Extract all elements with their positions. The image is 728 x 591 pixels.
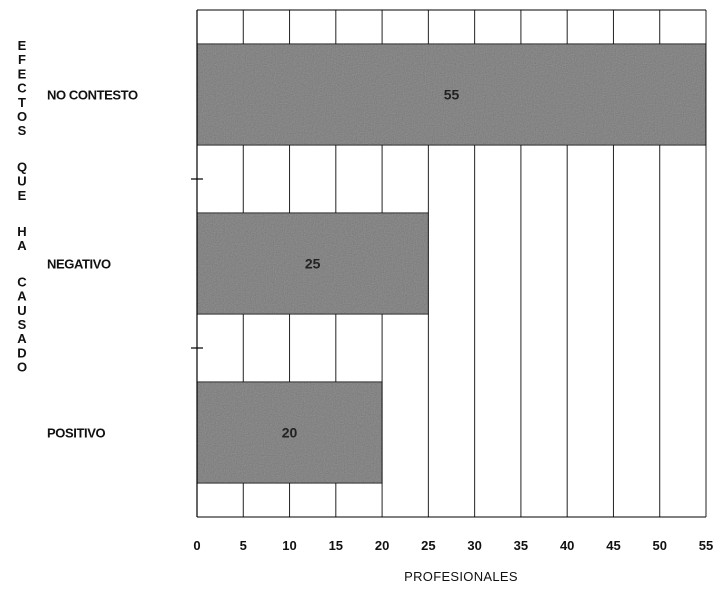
y-axis-label-letter: C xyxy=(17,81,27,96)
x-tick-label-55: 55 xyxy=(699,538,713,553)
x-tick-label-15: 15 xyxy=(329,538,343,553)
y-axis-label-letter: S xyxy=(18,317,27,332)
data-label: 25 xyxy=(305,256,321,272)
category-label-positivo: POSITIVO xyxy=(47,426,105,441)
category-label-no-contesto: NO CONTESTO xyxy=(47,88,138,103)
x-tick-label-10: 10 xyxy=(282,538,296,553)
x-tick-label-40: 40 xyxy=(560,538,574,553)
y-axis-label-letter: U xyxy=(17,174,26,189)
x-axis-label: PROFESIONALES xyxy=(404,569,518,584)
x-tick-label-35: 35 xyxy=(514,538,528,553)
y-axis-label-letter: F xyxy=(18,52,26,67)
x-tick-label-45: 45 xyxy=(606,538,620,553)
x-tick-label-50: 50 xyxy=(652,538,666,553)
x-tick-label-0: 0 xyxy=(193,538,200,553)
y-axis-label-letter: T xyxy=(18,95,26,110)
bars: 55 25 20 xyxy=(196,43,707,484)
y-axis-label-letter: E xyxy=(18,188,27,203)
x-tick-label-5: 5 xyxy=(240,538,247,553)
x-tick-label-30: 30 xyxy=(467,538,481,553)
axes xyxy=(191,9,706,518)
y-axis-label-letter: C xyxy=(17,274,27,289)
x-tick-label-25: 25 xyxy=(421,538,435,553)
y-axis-label-letter: E xyxy=(18,66,27,81)
bar-negativo xyxy=(196,212,429,315)
y-axis-label-letter: Q xyxy=(17,159,27,174)
x-tick-label-20: 20 xyxy=(375,538,389,553)
category-label-negativo: NEGATIVO xyxy=(47,257,111,272)
y-axis-label-letter: D xyxy=(17,345,26,360)
y-axis-label-letter: U xyxy=(17,303,26,318)
bar-no-contesto xyxy=(196,43,707,146)
data-label: 20 xyxy=(282,425,298,441)
y-axis-label-letter: O xyxy=(17,360,27,375)
data-label: 55 xyxy=(444,87,460,103)
bar-positivo xyxy=(196,381,383,484)
x-tick-labels: 0 5 10 15 20 25 30 35 40 45 50 55 xyxy=(193,538,713,553)
y-axis-label-letter: S xyxy=(18,123,27,138)
category-labels: NO CONTESTO NEGATIVO POSITIVO xyxy=(47,88,138,441)
y-axis-label-letter: H xyxy=(17,224,26,239)
y-axis-label-letter: A xyxy=(17,331,27,346)
y-axis-label-letter: A xyxy=(17,238,27,253)
y-axis-label-letter: A xyxy=(17,289,27,304)
y-axis-label-letter: E xyxy=(18,38,27,53)
y-axis-label-letter: O xyxy=(17,109,27,124)
